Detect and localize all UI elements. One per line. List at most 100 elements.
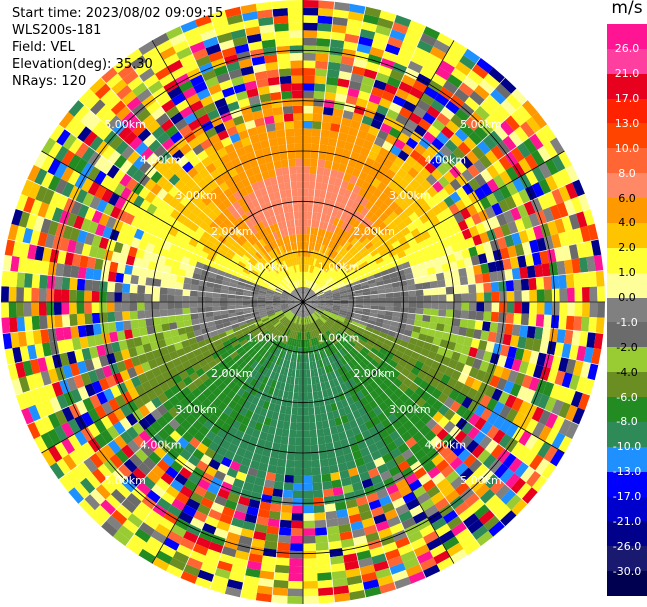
velocity-gate [101, 259, 111, 272]
velocity-gate [207, 190, 218, 201]
velocity-gate [558, 315, 567, 330]
velocity-gate [80, 426, 94, 442]
velocity-gate [248, 498, 261, 509]
ray-separator [336, 77, 506, 265]
velocity-gate [281, 292, 290, 297]
velocity-gate [565, 404, 578, 422]
velocity-gate [269, 327, 277, 334]
velocity-gate [438, 302, 447, 310]
velocity-gate [152, 385, 164, 397]
velocity-gate [400, 307, 409, 313]
velocity-gate [241, 203, 251, 214]
velocity-gate [265, 533, 279, 543]
velocity-gate [47, 328, 57, 343]
velocity-gate [155, 478, 170, 492]
velocity-gate [155, 550, 173, 565]
velocity-gate [337, 315, 346, 321]
velocity-gate [263, 332, 271, 340]
velocity-gate [398, 236, 408, 246]
velocity-gate [404, 118, 419, 131]
velocity-gate [409, 504, 424, 518]
velocity-gate [248, 553, 263, 563]
velocity-gate [356, 213, 366, 223]
velocity-gate [174, 454, 188, 467]
velocity-gate [265, 234, 273, 244]
velocity-gate [393, 398, 405, 409]
velocity-gate [253, 380, 262, 390]
velocity-gate [306, 272, 310, 280]
velocity-gate [288, 437, 296, 446]
colorbar-cell [607, 297, 647, 323]
velocity-gate [340, 179, 349, 190]
velocity-gate [84, 358, 95, 372]
velocity-gate [110, 100, 127, 116]
velocity-gate [401, 74, 417, 87]
velocity-gate [189, 100, 204, 113]
velocity-gate [156, 459, 170, 473]
velocity-gate [227, 194, 238, 205]
velocity-gate [367, 350, 377, 359]
velocity-gate [386, 441, 398, 453]
velocity-gate [397, 543, 414, 556]
velocity-gate [330, 31, 346, 41]
velocity-gate [169, 243, 179, 254]
velocity-gate [482, 454, 497, 469]
velocity-gate [37, 386, 50, 403]
velocity-gate [364, 343, 373, 351]
velocity-gate [292, 234, 297, 243]
velocity-gate [303, 490, 314, 499]
velocity-gate [169, 112, 184, 125]
velocity-gate [437, 175, 450, 188]
velocity-gate [217, 391, 227, 402]
velocity-gate [265, 360, 273, 370]
velocity-gate [351, 334, 360, 342]
velocity-gate [101, 365, 113, 378]
velocity-gate [310, 304, 318, 308]
velocity-gate [189, 155, 201, 167]
velocity-gate [312, 345, 317, 354]
velocity-gate [200, 497, 214, 509]
velocity-gate [182, 302, 190, 309]
velocity-gate [324, 294, 333, 298]
velocity-gate [417, 262, 427, 271]
velocity-gate [247, 237, 256, 246]
velocity-gate [144, 412, 157, 426]
velocity-gate [186, 331, 196, 340]
velocity-gate [234, 267, 243, 275]
velocity-gate [195, 367, 206, 378]
velocity-gate [329, 130, 340, 140]
velocity-gate [46, 302, 55, 316]
velocity-gate [428, 273, 438, 282]
velocity-gate [321, 121, 332, 131]
velocity-gate [241, 341, 251, 350]
velocity-gate [173, 253, 184, 263]
velocity-gate [295, 430, 303, 438]
velocity-gate [269, 354, 276, 363]
velocity-gate [303, 498, 314, 506]
velocity-gate [492, 401, 505, 416]
velocity-gate [166, 447, 180, 461]
velocity-gate [292, 281, 297, 289]
velocity-gate [219, 439, 231, 450]
velocity-gate [272, 231, 279, 240]
velocity-gate [444, 317, 454, 326]
velocity-gate [236, 542, 252, 554]
velocity-gate [274, 291, 282, 295]
velocity-gate [263, 210, 271, 220]
velocity-gate [176, 320, 185, 329]
velocity-gate [274, 121, 285, 131]
velocity-gate [286, 286, 293, 292]
velocity-gate [288, 581, 303, 589]
ray-separator [7, 238, 254, 292]
velocity-gate [260, 247, 268, 256]
velocity-gate [326, 145, 336, 155]
velocity-gate [61, 406, 75, 422]
velocity-gate [125, 164, 139, 178]
velocity-gate [343, 553, 358, 563]
velocity-gate [430, 491, 445, 505]
velocity-gate [227, 100, 240, 112]
velocity-gate [331, 479, 343, 489]
velocity-gate [186, 557, 203, 570]
velocity-gate [248, 158, 259, 169]
velocity-gate [137, 310, 146, 320]
